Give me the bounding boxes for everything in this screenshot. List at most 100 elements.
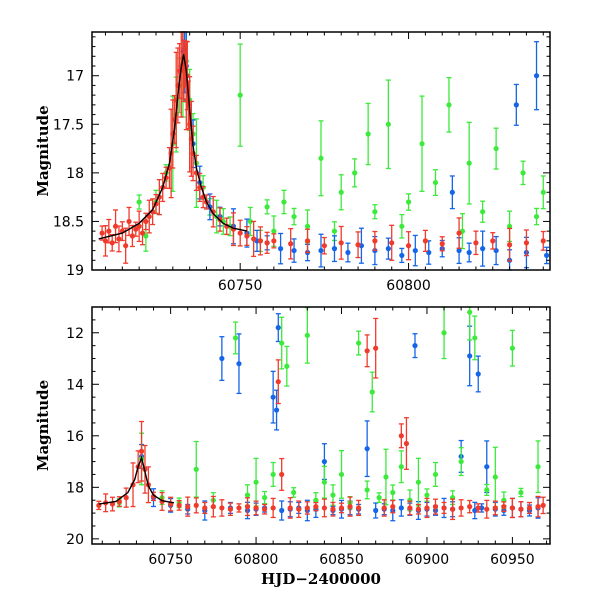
bottom-y-tick-label: 20 — [66, 532, 84, 548]
top-blue-point — [513, 83, 519, 126]
bottom-blue-point — [270, 370, 276, 424]
bottom-y-axis-label: Magnitude — [34, 380, 52, 471]
bottom-red-point — [287, 497, 293, 519]
top-blue-point — [318, 233, 324, 268]
top-green-point — [405, 193, 412, 211]
bottom-series-layer — [96, 306, 546, 522]
bottom-red-point — [467, 499, 473, 514]
top-red-point — [109, 233, 115, 252]
top-red-point — [126, 206, 132, 237]
bottom-y-tick-label: 12 — [66, 326, 84, 342]
bottom-green-point — [383, 448, 389, 506]
bottom-red-point — [313, 501, 319, 512]
bottom-green-point — [415, 457, 422, 507]
bottom-green-point — [472, 315, 478, 361]
top-green-point — [459, 213, 466, 250]
top-red-point — [405, 231, 412, 261]
bottom-green-point — [355, 330, 362, 356]
bottom-y-tick-label: 18 — [66, 480, 84, 496]
top-green-point — [237, 43, 243, 147]
bottom-red-point — [373, 317, 379, 379]
bottom-blue-point — [475, 355, 481, 393]
bottom-red-point — [109, 496, 116, 512]
bottom-red-point — [449, 498, 456, 521]
bottom-green-point — [253, 457, 259, 507]
top-y-tick-label: 17 — [66, 69, 84, 85]
top-green-point — [338, 174, 344, 211]
top-green-point — [533, 207, 540, 226]
bottom-red-point — [535, 495, 541, 518]
top-red-point — [244, 226, 250, 246]
top-red-point — [146, 199, 152, 234]
bottom-red-point — [381, 499, 387, 517]
bottom-red-point — [347, 496, 353, 517]
bottom-red-point — [484, 499, 490, 519]
top-blue-point — [385, 237, 391, 260]
top-red-point — [490, 232, 496, 250]
bottom-red-point — [458, 499, 464, 517]
bottom-y-tick-label: 14 — [66, 377, 84, 393]
top-green-point — [352, 158, 358, 188]
top-red-point — [251, 220, 257, 258]
top-red-point — [257, 226, 263, 256]
bottom-green-point — [232, 321, 239, 355]
bottom-blue-point — [279, 500, 285, 521]
bottom-model-curve — [98, 455, 175, 505]
bottom-red-point — [168, 496, 174, 512]
bottom-red-point — [270, 497, 276, 519]
bottom-red-point — [236, 503, 242, 513]
bottom-panel: 60750 60800 60850 60900 60950 12 14 16 18 20 Magn… — [34, 306, 551, 588]
bottom-red-point — [475, 503, 481, 513]
bottom-red-point — [364, 334, 370, 368]
top-green-point — [520, 160, 526, 186]
top-green-point — [419, 95, 425, 192]
bottom-blue-point — [373, 502, 379, 519]
top-red-point — [136, 210, 142, 243]
top-blue-point — [345, 242, 351, 263]
bottom-model-layer — [98, 455, 175, 505]
top-red-point — [119, 221, 125, 242]
top-red-point — [355, 231, 361, 259]
top-red-point — [271, 233, 277, 249]
bottom-red-point — [96, 500, 102, 511]
top-model-curve — [98, 54, 248, 240]
bottom-green-point — [284, 345, 290, 387]
bottom-ticks-layer — [92, 306, 550, 544]
bottom-red-point — [526, 501, 533, 515]
top-green-point — [281, 189, 287, 215]
top-green-point — [318, 120, 324, 197]
top-red-point — [456, 217, 462, 249]
top-green-point — [540, 175, 546, 210]
top-green-point — [372, 204, 378, 220]
top-green-point — [264, 199, 270, 215]
bottom-green-point — [509, 329, 516, 367]
bottom-red-point — [279, 457, 285, 491]
top-red-point — [523, 229, 530, 257]
top-series-layer — [99, 31, 550, 271]
bottom-green-point — [270, 461, 276, 487]
bottom-blue-point — [219, 336, 225, 381]
bottom-red-point — [432, 498, 439, 515]
top-model-layer — [98, 54, 248, 240]
top-blue-point — [426, 240, 432, 265]
bottom-red-point — [275, 359, 281, 405]
top-red-point — [237, 219, 243, 247]
bottom-x-tick-label: 60750 — [148, 552, 193, 568]
top-ticks-layer — [92, 32, 550, 271]
top-red-point — [389, 224, 395, 261]
top-red-point — [372, 230, 378, 251]
bottom-green-point — [467, 306, 473, 341]
top-blue-point — [533, 41, 540, 111]
bottom-green-point — [338, 449, 345, 499]
top-green-point — [365, 102, 371, 166]
top-green-point — [385, 79, 391, 170]
bottom-red-point — [244, 497, 251, 517]
top-red-point — [439, 236, 445, 252]
top-plot-frame — [91, 31, 551, 271]
bottom-red-point — [424, 497, 430, 519]
bottom-green-point — [458, 447, 464, 477]
top-green-point — [466, 121, 472, 205]
bottom-red-point — [403, 417, 410, 470]
bottom-green-point — [279, 316, 285, 370]
